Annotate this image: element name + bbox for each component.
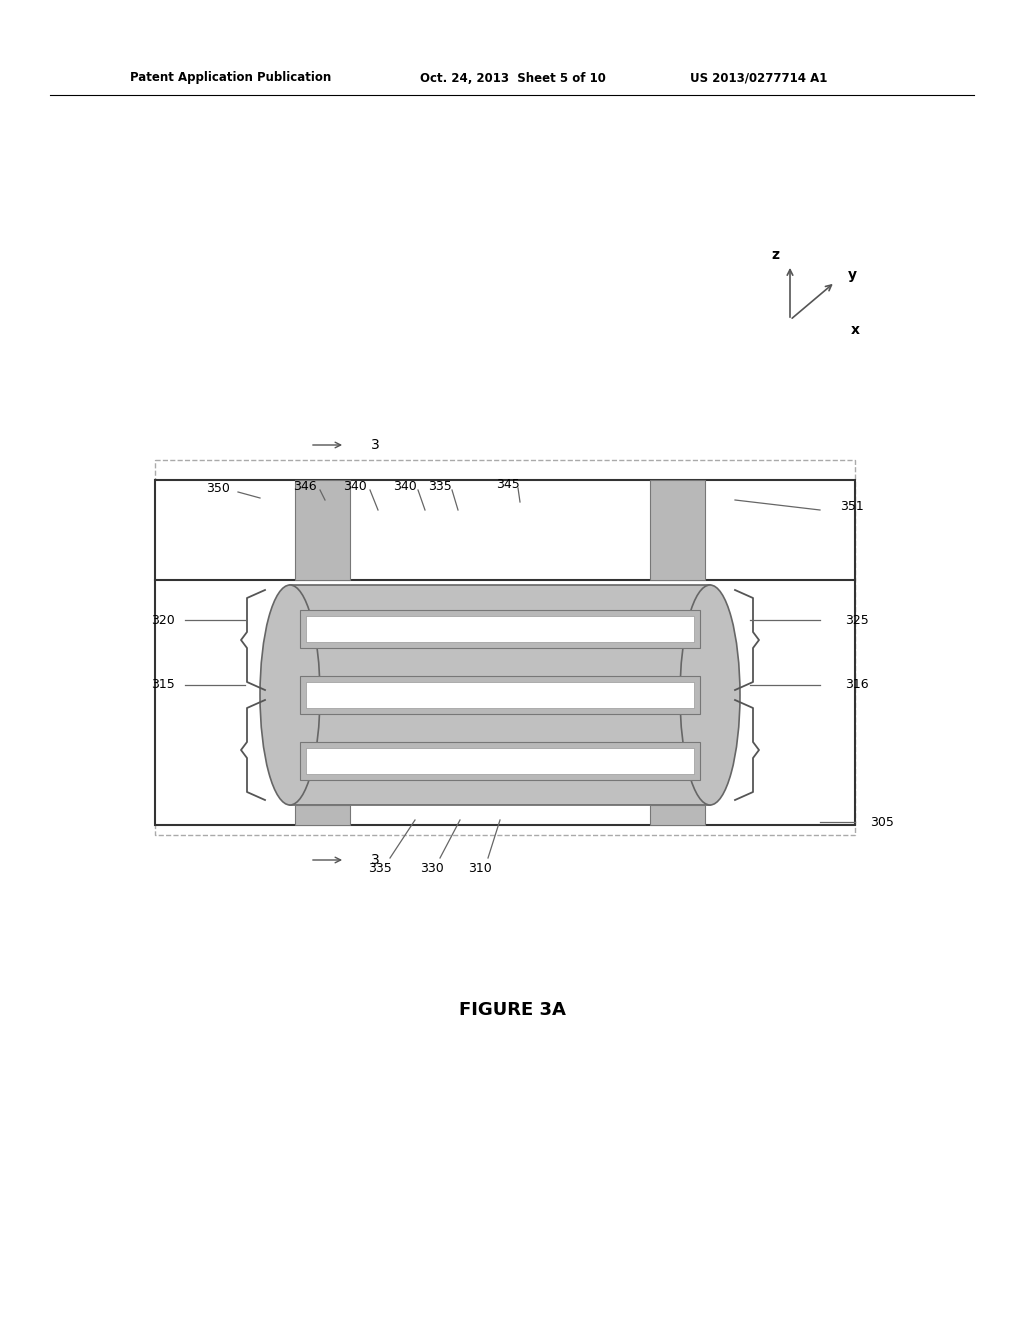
Text: y: y [848, 268, 856, 282]
Bar [290, 585, 710, 805]
Ellipse shape [680, 585, 740, 805]
Bar [306, 682, 694, 708]
Text: 346: 346 [293, 479, 316, 492]
Text: US 2013/0277714 A1: US 2013/0277714 A1 [690, 71, 827, 84]
Text: FIGURE 3A: FIGURE 3A [459, 1001, 565, 1019]
Bar [650, 480, 705, 579]
Text: Patent Application Publication: Patent Application Publication [130, 71, 331, 84]
Bar [155, 459, 855, 836]
Text: 340: 340 [393, 479, 417, 492]
Bar [300, 610, 700, 648]
Text: x: x [851, 323, 859, 337]
Text: Oct. 24, 2013  Sheet 5 of 10: Oct. 24, 2013 Sheet 5 of 10 [420, 71, 606, 84]
Text: 350: 350 [206, 482, 230, 495]
Text: 315: 315 [152, 678, 175, 692]
Text: 310: 310 [468, 862, 492, 874]
Bar [300, 676, 700, 714]
Text: 345: 345 [496, 478, 520, 491]
Text: 320: 320 [152, 614, 175, 627]
Text: 335: 335 [368, 862, 392, 874]
Ellipse shape [260, 585, 319, 805]
Bar [306, 616, 694, 642]
Bar [295, 805, 350, 825]
Bar [300, 742, 700, 780]
Text: 335: 335 [428, 479, 452, 492]
Text: 3: 3 [371, 438, 379, 451]
Text: 316: 316 [845, 678, 868, 692]
Bar [650, 805, 705, 825]
Bar [295, 480, 350, 579]
Text: 340: 340 [343, 479, 367, 492]
Text: z: z [771, 248, 779, 261]
Text: 330: 330 [420, 862, 443, 874]
Text: 351: 351 [840, 500, 864, 513]
Text: 325: 325 [845, 614, 868, 627]
Bar [155, 480, 855, 825]
Text: 3: 3 [371, 853, 379, 867]
Text: 305: 305 [870, 816, 894, 829]
Bar [306, 748, 694, 774]
